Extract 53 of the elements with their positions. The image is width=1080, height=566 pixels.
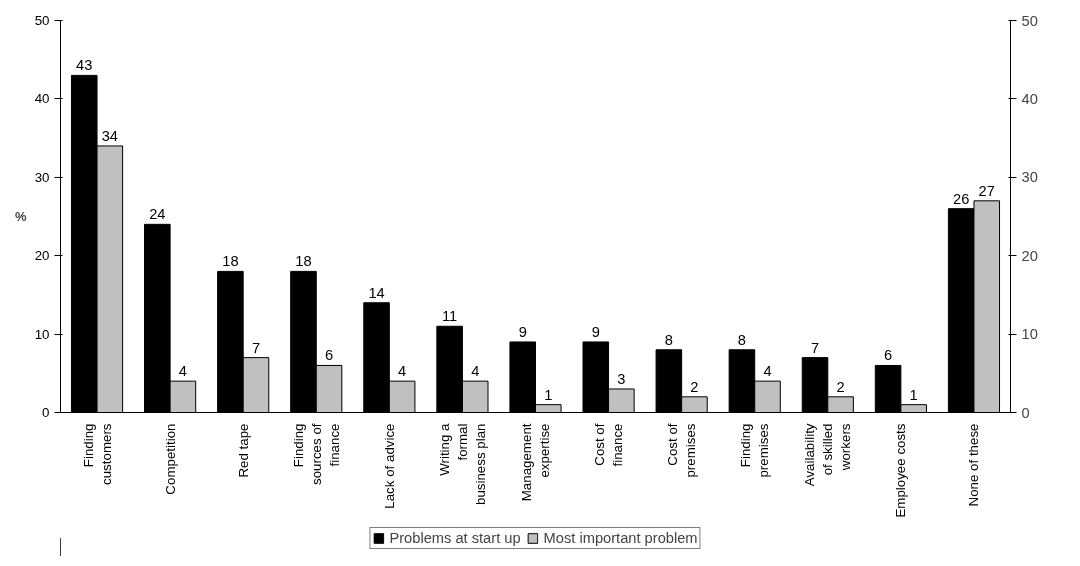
y2-tick-label: 20 bbox=[1021, 247, 1038, 264]
x-tick-label: Lack of advice bbox=[381, 423, 397, 509]
data-label: 1 bbox=[544, 386, 553, 403]
data-label: 4 bbox=[178, 363, 187, 380]
data-label: 11 bbox=[442, 308, 458, 325]
data-label: 9 bbox=[518, 323, 527, 340]
data-label: 8 bbox=[664, 331, 673, 348]
y-tick-label: 0 bbox=[42, 405, 50, 420]
data-label: 26 bbox=[953, 190, 970, 207]
data-label: 6 bbox=[324, 347, 334, 364]
x-tick-label: Finding sources of finance bbox=[290, 423, 342, 485]
x-tick-label: Finding customers bbox=[80, 423, 114, 485]
legend-label: Problems at start up bbox=[389, 530, 521, 546]
x-tick-label: Writing a formal business plan bbox=[436, 422, 488, 505]
data-label: 9 bbox=[591, 323, 600, 340]
data-label: 34 bbox=[101, 127, 118, 144]
data-label: 18 bbox=[295, 253, 312, 270]
x-tick-label: Availability of skilled workers bbox=[802, 423, 854, 487]
data-label: 24 bbox=[149, 206, 166, 223]
y-tick-label: 20 bbox=[34, 248, 50, 264]
y-tick-label: 50 bbox=[34, 13, 50, 28]
y-tick-label: 40 bbox=[34, 91, 50, 107]
x-tick-label: None of these bbox=[966, 423, 982, 507]
data-label: 6 bbox=[884, 347, 893, 364]
y2-tick-label: 0 bbox=[1021, 404, 1030, 421]
data-label: 4 bbox=[398, 363, 407, 380]
legend-label: Most important problem bbox=[543, 530, 698, 546]
data-label: 43 bbox=[76, 57, 93, 74]
x-tick-label: Cost of premises bbox=[665, 423, 699, 478]
y2-tick-label: 30 bbox=[1021, 169, 1038, 186]
data-label: 3 bbox=[617, 370, 626, 387]
x-tick-label: Competition bbox=[162, 423, 178, 495]
data-label: 14 bbox=[368, 284, 385, 301]
data-label: 4 bbox=[471, 363, 480, 380]
data-label: 18 bbox=[222, 253, 239, 270]
data-label: 7 bbox=[810, 339, 820, 356]
data-label: 8 bbox=[737, 331, 747, 348]
data-label: 1 bbox=[909, 386, 918, 403]
y-tick-label: 10 bbox=[34, 326, 50, 342]
data-label: 27 bbox=[978, 182, 995, 199]
data-label: 7 bbox=[251, 339, 261, 356]
data-label: 4 bbox=[763, 363, 772, 380]
y2-tick-label: 50 bbox=[1021, 12, 1038, 29]
data-label: 2 bbox=[836, 378, 845, 395]
data-label: 2 bbox=[690, 378, 699, 395]
y2-tick-label: 10 bbox=[1021, 326, 1038, 343]
x-tick-label: Finding premises bbox=[738, 423, 772, 478]
x-tick-label: Employee costs bbox=[893, 423, 909, 518]
x-tick-label: Cost of finance bbox=[592, 423, 626, 467]
y-axis-title: % bbox=[15, 209, 28, 224]
y-tick-label: 30 bbox=[34, 169, 50, 185]
y2-tick-label: 40 bbox=[1021, 90, 1038, 107]
x-tick-label: Red tape bbox=[235, 423, 251, 478]
